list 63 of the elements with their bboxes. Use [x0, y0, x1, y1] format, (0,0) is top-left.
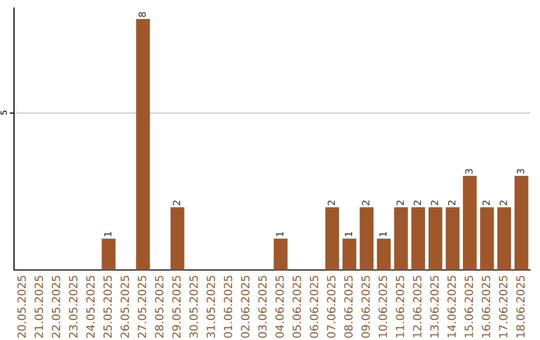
bar: [360, 207, 374, 270]
x-tick-label: 14.06.2025: [447, 276, 456, 338]
bar: [325, 207, 340, 270]
x-tick-label: 25.05.2025: [103, 276, 112, 338]
x-tick-label: 07.06.2025: [327, 276, 336, 338]
data-label: 2: [414, 200, 421, 206]
x-tick-label: 30.05.2025: [189, 276, 198, 338]
bar: [462, 176, 477, 270]
bar: [342, 238, 356, 270]
y-tick-label: 5: [0, 110, 7, 115]
x-tick-label: 10.06.2025: [378, 276, 388, 338]
data-label: 2: [430, 200, 438, 206]
x-tick-label: 26.05.2025: [120, 276, 130, 338]
data-label: 2: [482, 200, 490, 206]
x-tick-label: 04.06.2025: [275, 276, 284, 338]
x-tick-label: 08.06.2025: [344, 276, 353, 338]
data-label: 2: [362, 200, 370, 206]
x-tick-label: 18.06.2025: [516, 276, 525, 338]
x-tick-label: 23.05.2025: [69, 276, 78, 338]
x-tick-label: 05.06.2025: [292, 276, 302, 338]
bar: [480, 207, 494, 270]
bar: [428, 207, 442, 270]
x-tick-label: 29.05.2025: [172, 276, 181, 338]
bar: [394, 207, 408, 270]
x-tick-label: 17.06.2025: [499, 276, 508, 338]
x-tick-label: 27.05.2025: [138, 276, 146, 338]
data-label: 1: [344, 232, 352, 236]
data-label: 2: [328, 200, 335, 206]
data-label: 2: [396, 200, 404, 206]
bar: [274, 238, 288, 270]
bar: [446, 207, 460, 270]
x-tick-label: 03.06.2025: [258, 276, 267, 338]
data-label: 3: [516, 169, 524, 174]
data-label: 2: [448, 200, 456, 206]
bar: [411, 207, 426, 270]
x-tick-label: 28.05.2025: [155, 276, 164, 338]
bar: [376, 238, 391, 270]
bar: [514, 176, 528, 270]
x-tick-label: 20.05.2025: [17, 276, 26, 338]
data-label: 1: [379, 232, 386, 236]
bar: [136, 18, 150, 270]
data-label: 1: [276, 232, 284, 236]
x-tick-label: 31.05.2025: [206, 276, 216, 338]
x-tick-label: 09.06.2025: [361, 276, 370, 338]
bar: [102, 238, 116, 270]
bar: [497, 207, 512, 270]
data-label: 3: [465, 169, 473, 174]
x-tick-label: 16.06.2025: [482, 276, 490, 338]
data-label: 8: [138, 12, 146, 17]
x-tick-label: 13.06.2025: [430, 276, 439, 338]
x-tick-label: 06.06.2025: [310, 276, 318, 338]
x-tick-label: 15.06.2025: [464, 276, 474, 338]
x-tick-label: 01.06.2025: [224, 276, 232, 338]
x-tick-label: 22.05.2025: [52, 276, 60, 338]
x-tick-label: 21.05.2025: [34, 276, 44, 338]
data-label: 2: [172, 200, 180, 206]
data-label: 2: [500, 200, 507, 206]
x-tick-label: 02.06.2025: [241, 276, 250, 338]
bar: [170, 207, 184, 270]
data-label: 1: [104, 232, 112, 236]
x-tick-label: 11.06.2025: [396, 276, 404, 338]
x-tick-label: 12.06.2025: [413, 276, 422, 338]
x-tick-label: 24.05.2025: [86, 276, 95, 338]
